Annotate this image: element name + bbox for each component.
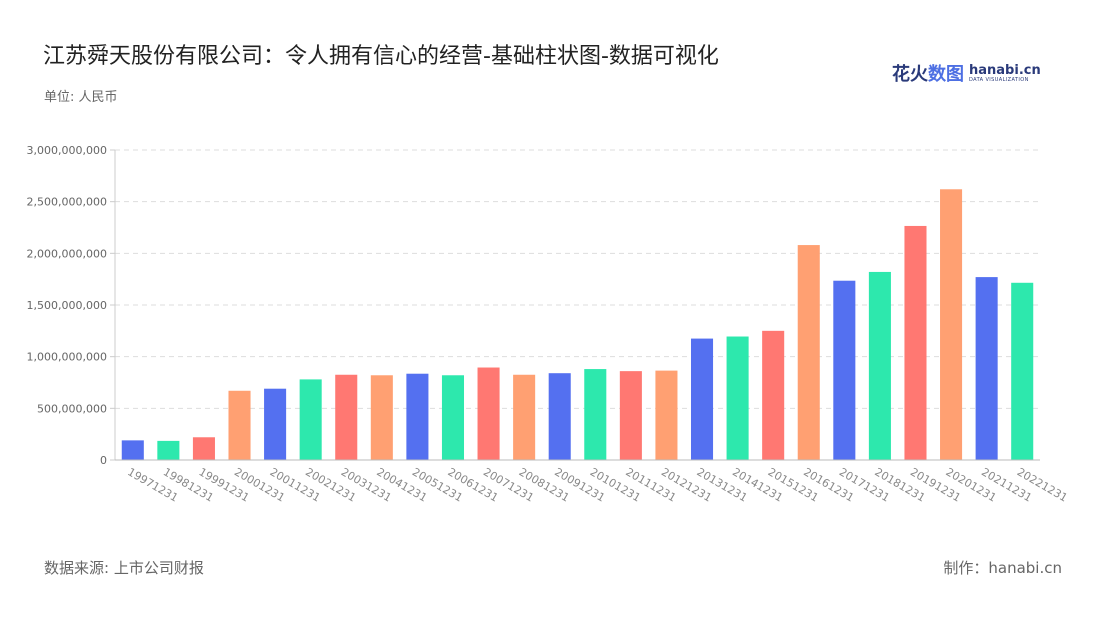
- bar[interactable]: [1011, 282, 1034, 460]
- bar[interactable]: [370, 375, 393, 460]
- bar[interactable]: [264, 388, 287, 460]
- bar[interactable]: [940, 189, 963, 460]
- bar[interactable]: [797, 245, 820, 460]
- y-tick-label: 1,500,000,000: [27, 299, 107, 312]
- bar[interactable]: [192, 437, 215, 460]
- bar[interactable]: [690, 338, 714, 460]
- bar[interactable]: [762, 330, 785, 460]
- unit-label: 单位: 人民币: [44, 90, 118, 105]
- logo-cn-text: 花火数图: [892, 64, 964, 85]
- y-axis: 0 500,000,000 1,000,000,000 1,500,000,000 2,…: [27, 144, 116, 467]
- grid-lines: [115, 149, 1040, 409]
- bar[interactable]: [548, 373, 571, 460]
- y-tick-label: 2,000,000,000: [27, 247, 107, 260]
- bar[interactable]: [868, 271, 891, 460]
- bar[interactable]: [477, 367, 500, 460]
- bar[interactable]: [299, 379, 322, 460]
- y-tick-label: 3,000,000,000: [27, 144, 107, 157]
- logo-en-text: hanabi.cn DATA VISUALIZATION: [969, 62, 1041, 83]
- bar[interactable]: [406, 373, 429, 460]
- chart-title: 江苏舜天股份有限公司：令人拥有信心的经营-基础柱状图-数据可视化: [43, 44, 719, 69]
- bar[interactable]: [157, 440, 180, 460]
- bar[interactable]: [619, 371, 642, 460]
- bar[interactable]: [584, 369, 607, 460]
- maker-credit: 制作：hanabi.cn: [943, 559, 1062, 577]
- y-tick-label: 1,000,000,000: [27, 351, 107, 364]
- bar[interactable]: [975, 277, 998, 460]
- bar[interactable]: [833, 280, 856, 460]
- y-tick-label: 2,500,000,000: [27, 196, 107, 209]
- bar[interactable]: [513, 374, 536, 460]
- y-tick-label: 0: [100, 454, 107, 467]
- bar[interactable]: [655, 370, 678, 460]
- brand-logo: 花火数图 hanabi.cn DATA VISUALIZATION: [892, 60, 1041, 86]
- bar[interactable]: [121, 440, 144, 460]
- bar[interactable]: [904, 225, 927, 460]
- bars: [121, 189, 1034, 460]
- bar[interactable]: [335, 374, 358, 460]
- data-source: 数据来源: 上市公司财报: [44, 559, 204, 577]
- bar[interactable]: [228, 390, 251, 460]
- y-tick-label: 500,000,000: [37, 402, 107, 415]
- bar[interactable]: [726, 336, 749, 460]
- bar[interactable]: [441, 375, 465, 460]
- x-axis: 1997123119981231199912312000123120011231…: [115, 459, 1070, 505]
